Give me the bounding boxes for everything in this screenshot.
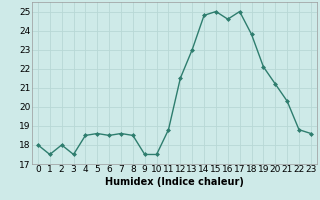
X-axis label: Humidex (Indice chaleur): Humidex (Indice chaleur) xyxy=(105,177,244,187)
